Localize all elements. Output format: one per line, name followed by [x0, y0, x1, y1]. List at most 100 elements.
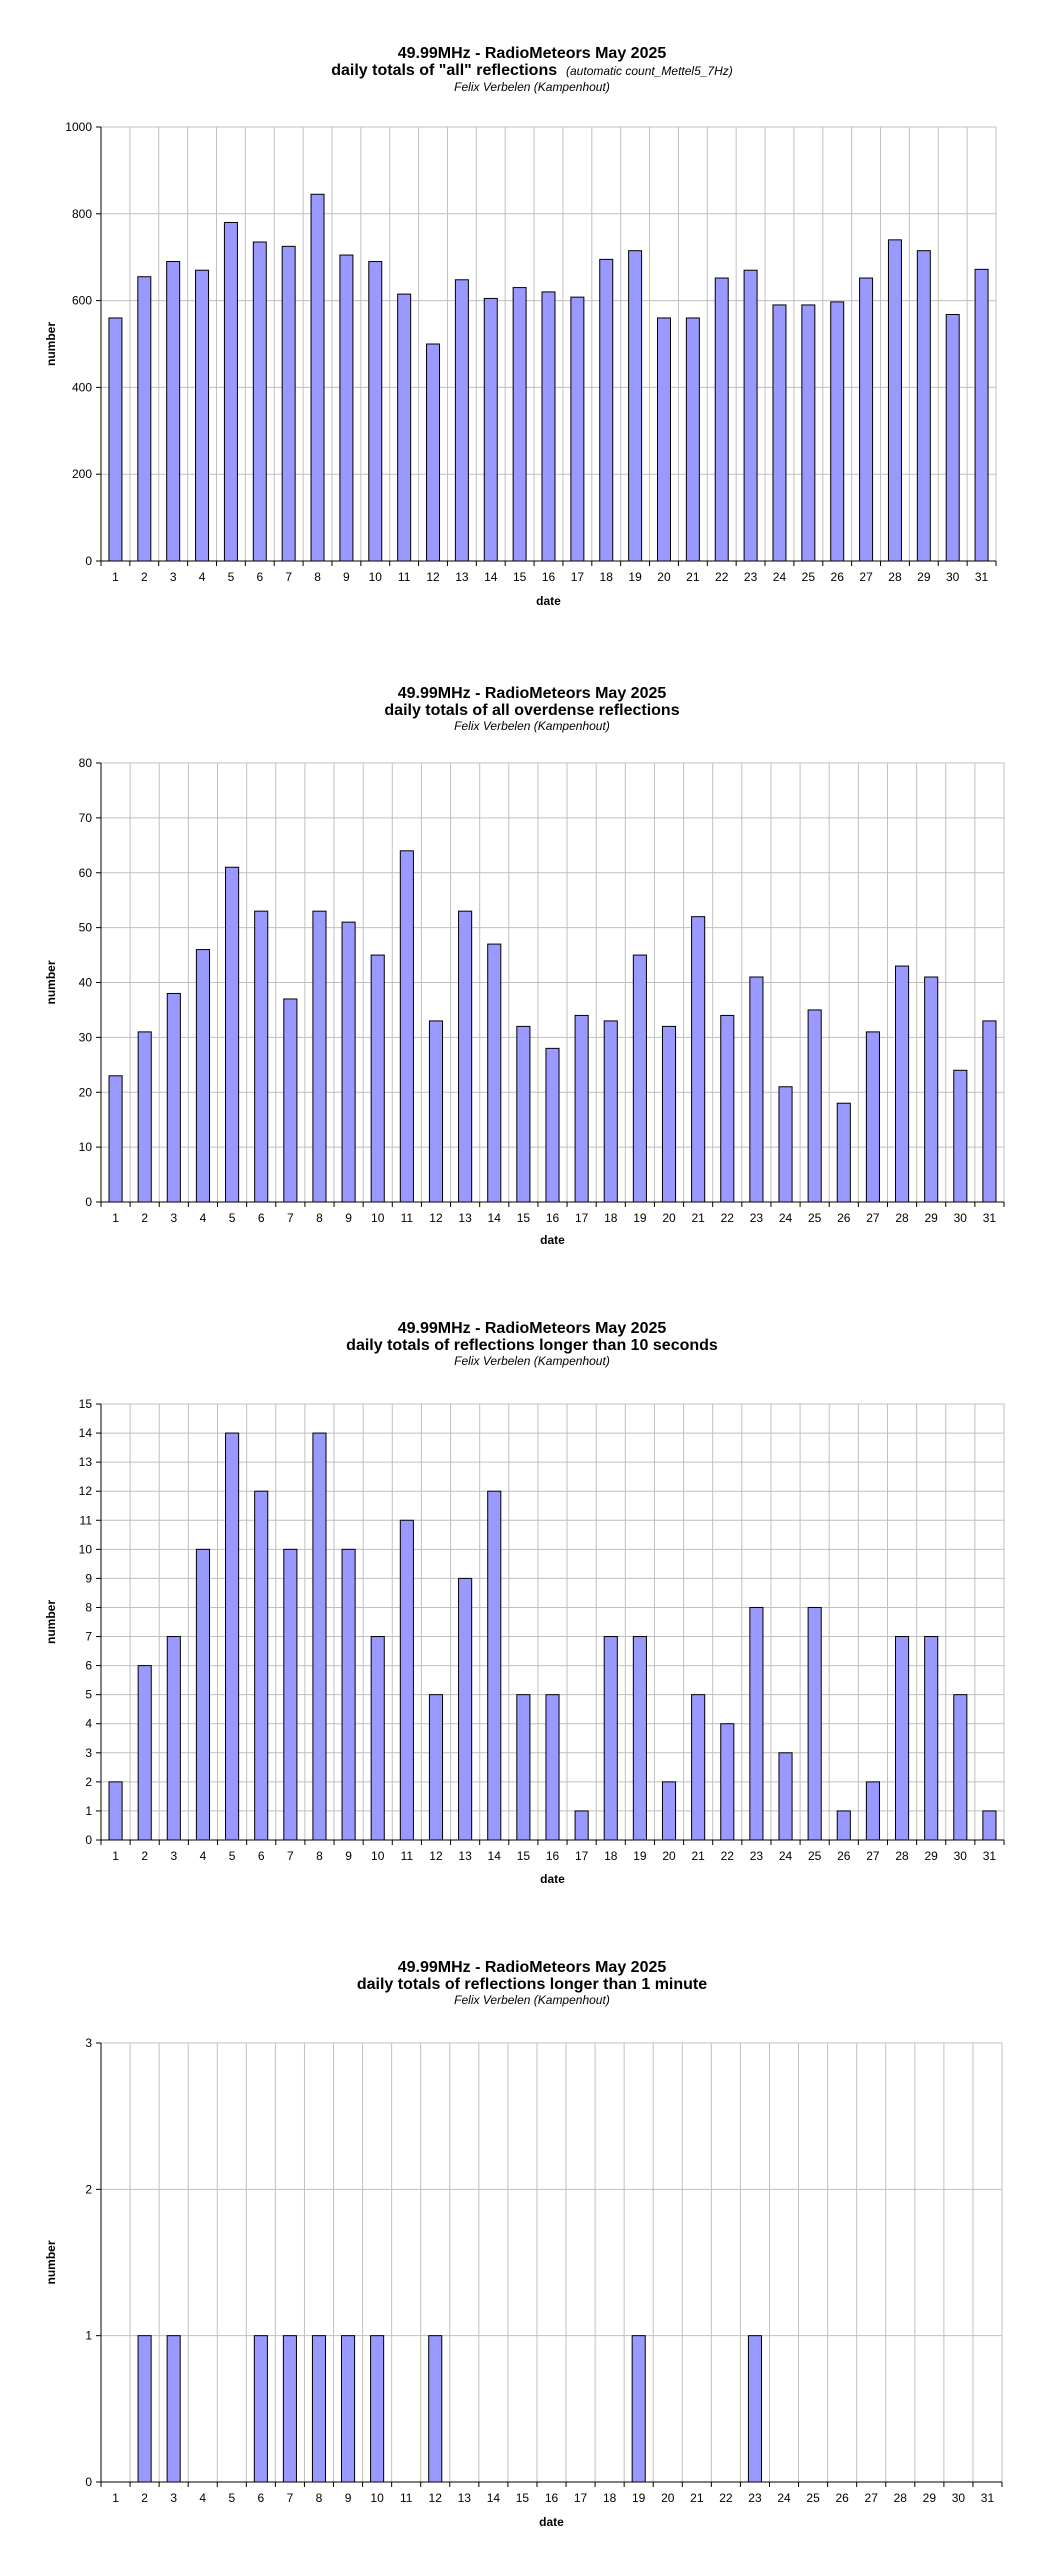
y-tick-label: 800: [72, 207, 92, 221]
y-tick-label: 30: [79, 1030, 93, 1044]
y-axis-title: number: [44, 960, 58, 1004]
x-tick-label: 3: [170, 570, 177, 584]
bar: [747, 2335, 762, 2483]
x-tick-label: 4: [199, 570, 206, 584]
x-tick-label: 2: [141, 1211, 148, 1225]
x-tick-label: 20: [657, 570, 671, 584]
x-tick-label: 30: [954, 1849, 968, 1863]
x-tick-label: 9: [345, 1849, 352, 1863]
x-tick-label: 9: [343, 570, 350, 584]
x-tick-label: 5: [229, 1211, 236, 1225]
x-tick-label: 11: [401, 1211, 414, 1225]
x-tick-label: 23: [750, 1849, 764, 1863]
y-tick-label: 10: [79, 1140, 93, 1154]
x-tick-label: 25: [808, 1849, 822, 1863]
chart-title: 49.99MHz - RadioMeteors May 2025: [397, 1959, 667, 1976]
y-tick-label: 3: [85, 2036, 92, 2050]
chart-subtitle-text: daily totals of "all" reflections: [331, 62, 558, 79]
x-tick-label: 7: [287, 1211, 294, 1225]
y-tick-label: 600: [72, 294, 92, 308]
x-tick-label: 30: [946, 570, 960, 584]
x-tick-label: 27: [866, 1211, 880, 1225]
x-tick-label: 31: [983, 1211, 997, 1225]
x-axis-title: date: [539, 2515, 564, 2529]
x-tick-label: 19: [633, 1211, 647, 1225]
chart-subtitle: daily totals of reflections longer than …: [0, 1337, 1064, 1354]
x-tick-label: 2: [141, 1849, 148, 1863]
x-tick-label: 9: [345, 1211, 352, 1225]
chart-author: Felix Verbelen (Kampenhout): [454, 80, 610, 94]
y-tick-label: 1000: [65, 120, 92, 134]
y-tick-label: 20: [79, 1085, 93, 1099]
x-tick-label: 12: [429, 2491, 443, 2505]
x-tick-label: 1: [112, 1211, 119, 1225]
x-tick-label: 24: [777, 2491, 791, 2505]
x-tick-label: 28: [895, 1849, 909, 1863]
x-tick-label: 6: [256, 570, 263, 584]
y-tick-label: 3: [85, 1746, 92, 1760]
x-tick-label: 16: [542, 570, 556, 584]
chart-author: Felix Verbelen (Kampenhout): [454, 719, 610, 733]
x-tick-label: 27: [865, 2491, 879, 2505]
x-tick-label: 22: [715, 570, 729, 584]
chart-subtitle-note: (automatic count_Mettel5_7Hz): [566, 64, 733, 78]
x-tick-label: 12: [429, 1211, 443, 1225]
x-tick-label: 28: [895, 1211, 909, 1225]
y-tick-label: 0: [85, 1195, 92, 1209]
chart-author: Felix Verbelen (Kampenhout): [454, 1354, 610, 1368]
x-tick-label: 5: [228, 570, 235, 584]
x-tick-label: 22: [719, 2491, 733, 2505]
x-tick-label: 10: [371, 1211, 385, 1225]
x-tick-label: 21: [691, 1211, 705, 1225]
x-tick-label: 17: [575, 1849, 589, 1863]
x-tick-label: 4: [200, 1849, 207, 1863]
x-tick-label: 14: [484, 570, 498, 584]
y-tick-label: 15: [79, 1397, 93, 1411]
y-tick-label: 7: [85, 1630, 92, 1644]
chart-titles: 49.99MHz - RadioMeteors May 2025 daily t…: [0, 1959, 1064, 2008]
bar: [311, 2335, 327, 2483]
x-tick-label: 13: [455, 570, 469, 584]
x-tick-label: 8: [316, 1849, 323, 1863]
x-tick-label: 6: [258, 1849, 265, 1863]
x-tick-label: 25: [808, 1211, 822, 1225]
x-tick-label: 31: [981, 2491, 995, 2505]
x-tick-label: 27: [859, 570, 873, 584]
x-tick-label: 10: [369, 570, 383, 584]
x-tick-label: 5: [228, 2491, 235, 2505]
bar: [428, 2335, 443, 2483]
x-tick-label: 19: [632, 2491, 646, 2505]
y-tick-label: 0: [85, 554, 92, 568]
x-tick-label: 6: [258, 2491, 265, 2505]
bar: [631, 2335, 646, 2483]
x-tick-label: 23: [750, 1211, 764, 1225]
x-tick-label: 7: [287, 2491, 294, 2505]
x-tick-label: 17: [571, 570, 585, 584]
x-tick-label: 22: [721, 1211, 735, 1225]
plot-area: [100, 2042, 1003, 2483]
x-tick-label: 24: [779, 1849, 793, 1863]
chart-subtitle-text: daily totals of all overdense reflection…: [384, 702, 680, 719]
x-axis-title: date: [540, 1233, 565, 1247]
x-tick-label: 15: [513, 570, 527, 584]
x-tick-label: 1: [112, 2491, 119, 2505]
bar: [341, 2335, 356, 2483]
x-tick-label: 20: [662, 1211, 676, 1225]
x-tick-label: 18: [604, 1211, 618, 1225]
x-tick-label: 9: [345, 2491, 352, 2505]
x-tick-label: 24: [773, 570, 787, 584]
y-tick-label: 1: [85, 1804, 92, 1818]
x-tick-label: 29: [923, 2491, 937, 2505]
x-tick-label: 20: [662, 1849, 676, 1863]
chart-subtitle: daily totals of reflections longer than …: [0, 1976, 1064, 1993]
bar: [282, 2335, 297, 2483]
x-tick-label: 5: [229, 1849, 236, 1863]
x-axis-title: date: [536, 594, 561, 608]
x-tick-label: 31: [983, 1849, 997, 1863]
y-tick-label: 50: [79, 921, 93, 935]
x-tick-label: 17: [575, 1211, 589, 1225]
x-tick-label: 7: [287, 1849, 294, 1863]
x-tick-label: 16: [546, 1211, 560, 1225]
x-tick-label: 18: [600, 570, 614, 584]
x-tick-label: 29: [924, 1211, 938, 1225]
